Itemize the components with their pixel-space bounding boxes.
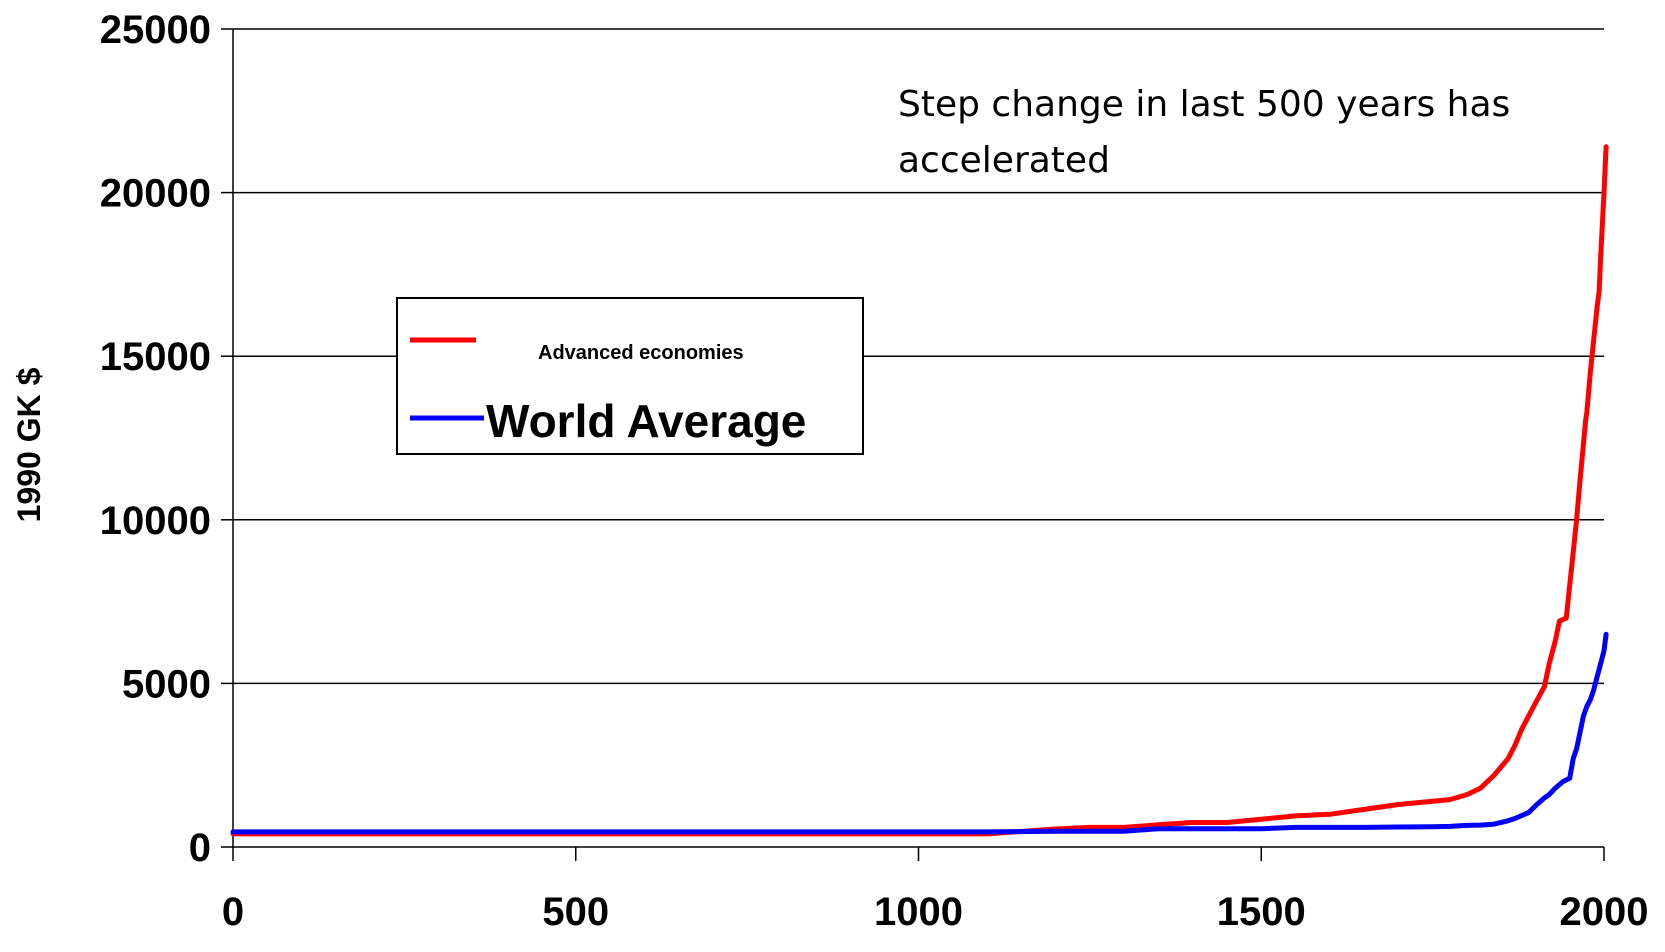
legend: Advanced economies World Average	[396, 297, 864, 455]
y-tick-label-0: 0	[189, 826, 211, 870]
series-line-world-average	[230, 631, 1609, 835]
y-tick-label-20000: 20000	[100, 172, 211, 216]
y-tick-label-10000: 10000	[100, 499, 211, 543]
y-tick-label-5000: 5000	[122, 662, 211, 706]
y-tick-label-15000: 15000	[100, 335, 211, 379]
y-axis-title: 1990 GK $	[11, 367, 47, 522]
series-lines	[230, 144, 1609, 837]
legend-label-advanced-economies: Advanced economies	[538, 342, 744, 364]
axes	[221, 28, 1605, 861]
legend-label-world-average: World Average	[486, 395, 806, 447]
y-tick-label-25000: 25000	[100, 8, 211, 52]
tick-labels: 0 5000 10000 15000 20000 25000 0 500 1000 1500 200…	[100, 8, 1649, 934]
x-tick-label-2000: 2000	[1560, 890, 1649, 934]
x-tick-label-1000: 1000	[874, 890, 963, 934]
x-tick-label-1500: 1500	[1217, 890, 1306, 934]
x-tick-label-0: 0	[222, 890, 244, 934]
legend-box	[396, 297, 864, 455]
annotation-line-2: accelerated	[898, 140, 1110, 181]
series-line-advanced-economies	[230, 144, 1609, 837]
annotation-line-1: Step change in last 500 years has	[898, 84, 1510, 125]
x-tick-label-500: 500	[542, 890, 609, 934]
